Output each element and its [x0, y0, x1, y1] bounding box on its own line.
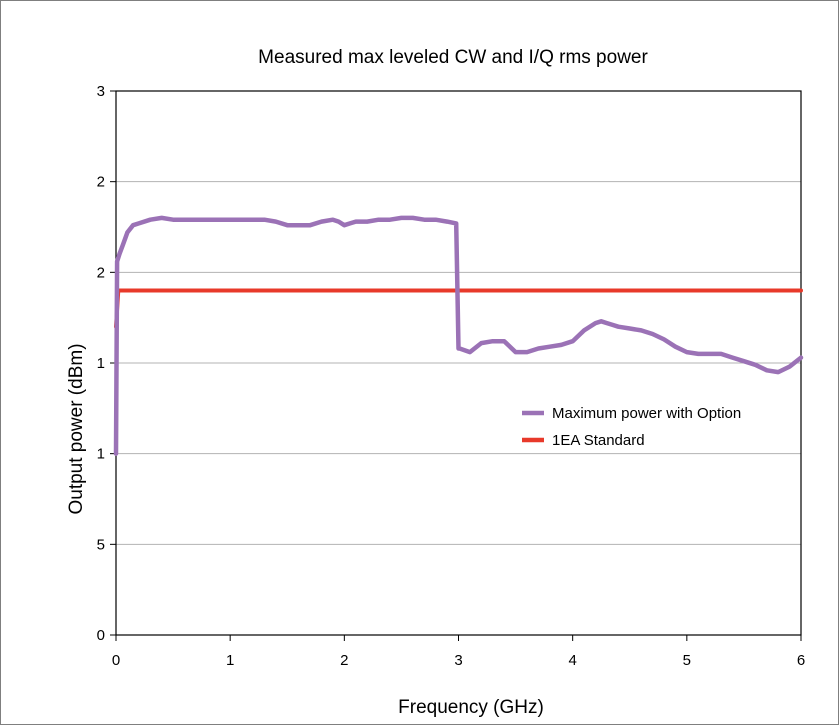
x-axis-title: Frequency (GHz) [398, 697, 544, 718]
x-tick-label: 4 [568, 652, 576, 669]
x-tick-label: 2 [340, 652, 348, 669]
y-axis-title: Output power (dBm) [66, 343, 87, 514]
y-tick-label: 3 [97, 83, 105, 100]
y-tick-label: 0 [97, 627, 105, 644]
chart-title: Measured max leveled CW and I/Q rms powe… [258, 47, 648, 68]
series-line-maximum-power [113, 215, 804, 456]
y-tick-label: 1 [97, 446, 105, 463]
y-tick-label: 2 [97, 174, 105, 191]
x-tick-label: 0 [112, 652, 120, 669]
legend-label-maximum-power: Maximum power with Option [552, 405, 741, 422]
series-group [113, 215, 804, 456]
axis-ticks: 0 5 1 1 2 2 3 0 1 2 3 4 5 6 [97, 83, 806, 669]
x-tick-label: 5 [683, 652, 691, 669]
legend: Maximum power with Option 1EA Standard [522, 405, 741, 449]
legend-label-1ea-standard: 1EA Standard [552, 432, 645, 449]
y-tick-label: 2 [97, 264, 105, 281]
y-tick-label: 5 [97, 536, 105, 553]
x-tick-label: 6 [797, 652, 805, 669]
x-tick-label: 1 [226, 652, 234, 669]
x-tick-label: 3 [454, 652, 462, 669]
y-tick-label: 1 [97, 355, 105, 372]
